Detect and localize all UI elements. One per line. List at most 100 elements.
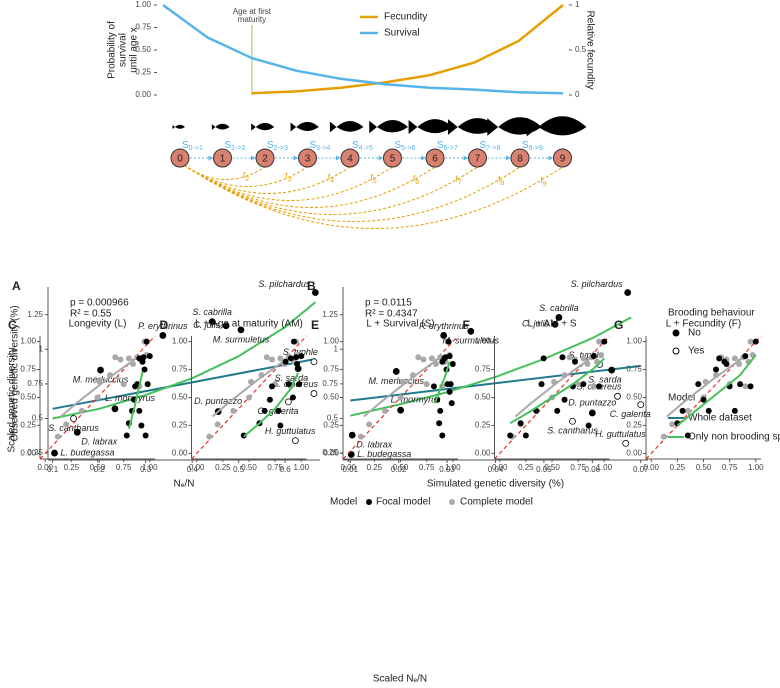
panel-letter: F [463, 318, 470, 332]
panel-letter: C [8, 318, 17, 332]
focal-point [446, 353, 453, 360]
label-sub: 5 [373, 178, 377, 185]
complete-point [598, 352, 605, 359]
species-point [614, 392, 621, 400]
legend-title: Brooding behaviour [668, 308, 755, 319]
x-tick-label: 1.00 [142, 463, 158, 472]
species-point [222, 322, 230, 330]
focal-point [705, 407, 712, 414]
fish-icon [329, 120, 364, 133]
line-series [251, 4, 564, 95]
y-tick-label: 0.50 [626, 393, 642, 402]
focal-point [261, 407, 268, 414]
complete-point [575, 381, 582, 388]
label-base: S [395, 140, 402, 151]
complete-point [246, 394, 252, 401]
age-label: 8 [517, 154, 523, 165]
species-label: H. guttulatus [595, 429, 646, 439]
focal-point [561, 396, 568, 403]
x-tick-label: 0.50 [90, 463, 106, 472]
species-point [347, 451, 355, 458]
fit-line [52, 358, 316, 410]
x-tick-label: 0.25 [215, 463, 231, 472]
fecundity-arc [183, 164, 351, 194]
species-point [588, 409, 596, 417]
y-tick-label: 0.50 [20, 393, 36, 402]
focal-point [277, 422, 284, 429]
fish-icon [290, 121, 319, 132]
age-node [468, 148, 487, 168]
label-sub: 8 [500, 180, 504, 187]
label-sub: 3->4 [316, 145, 330, 152]
age-node [553, 148, 572, 168]
species-label: M. surmuletus [213, 334, 270, 344]
focal-point [289, 394, 296, 401]
y-tick-label: 1.00 [323, 337, 339, 346]
legend-symbol [366, 499, 372, 505]
complete-point [366, 421, 373, 428]
age-node [298, 148, 317, 168]
species-label: M. merluccius [368, 376, 424, 386]
species-label: D. labrax [81, 437, 118, 447]
panel-title: Longevity (L) [69, 319, 127, 330]
label-base: f [371, 173, 374, 182]
sub-label: S4->5 [352, 140, 373, 152]
stat-annotation: R² = 0.4347 [365, 309, 418, 320]
focal-point [585, 422, 592, 429]
y-tick-label: 0.75 [323, 365, 339, 374]
y2-tick-label: 0.5 [575, 45, 587, 54]
species-point [467, 327, 475, 335]
x-tick-label: 1.00 [293, 463, 309, 472]
species-point [237, 326, 245, 334]
focal-point [572, 358, 578, 365]
focal-point [737, 381, 744, 388]
label-base: S [225, 140, 232, 151]
complete-point [54, 433, 61, 440]
label-base: S [352, 140, 359, 151]
species-label: L. mormyrus [391, 395, 442, 405]
species-label: D. puntazzo [194, 396, 242, 406]
species-label: S. pilchardus [258, 279, 311, 289]
fish-icon [211, 123, 230, 130]
focal-point [141, 366, 148, 373]
focal-point [752, 338, 759, 345]
y-tick-label: 0.00 [323, 449, 339, 458]
species-point [608, 366, 616, 374]
complete-point [125, 355, 132, 362]
fish-icon [447, 118, 498, 135]
annotation: Age at first [233, 7, 272, 16]
species-point [310, 390, 318, 397]
y-tick-label: 0.5 [32, 414, 44, 423]
x-tick-label: 0.50 [696, 463, 712, 472]
focal-point [294, 360, 301, 367]
x-tick-label: 0.6 [280, 465, 292, 474]
y-tick-label: 1 [39, 344, 44, 353]
focal-point [140, 354, 147, 361]
complete-fit [60, 355, 140, 418]
age-node [255, 148, 275, 168]
y-tick-label: 0.25 [20, 421, 36, 430]
legend-symbol [672, 347, 680, 355]
species-point [551, 320, 559, 328]
x-tick-label: 0.06 [585, 465, 601, 474]
y-tick-label: 1 [334, 344, 339, 353]
focal-point [143, 338, 150, 345]
sub-label: S7->8 [480, 140, 501, 152]
sub-label: S6->7 [437, 140, 458, 152]
complete-point [94, 394, 101, 401]
species-label: D. puntazzo [568, 397, 616, 407]
y-tick-label: 0.75 [626, 365, 642, 374]
age-label: 5 [390, 154, 396, 165]
age-node [425, 148, 445, 168]
x-axis-label: Simulated genetic diversity (%) [427, 479, 564, 490]
line-series [162, 3, 564, 95]
panel-title: L + Fecundity (F) [666, 319, 742, 330]
species-point [569, 417, 576, 425]
x-tick-label: 0.75 [722, 463, 738, 472]
focal-point [269, 383, 275, 390]
focal-point [742, 353, 749, 360]
focal-point [282, 358, 289, 365]
y-tick-label: 0.75 [135, 23, 151, 32]
age-label: 9 [560, 154, 566, 165]
